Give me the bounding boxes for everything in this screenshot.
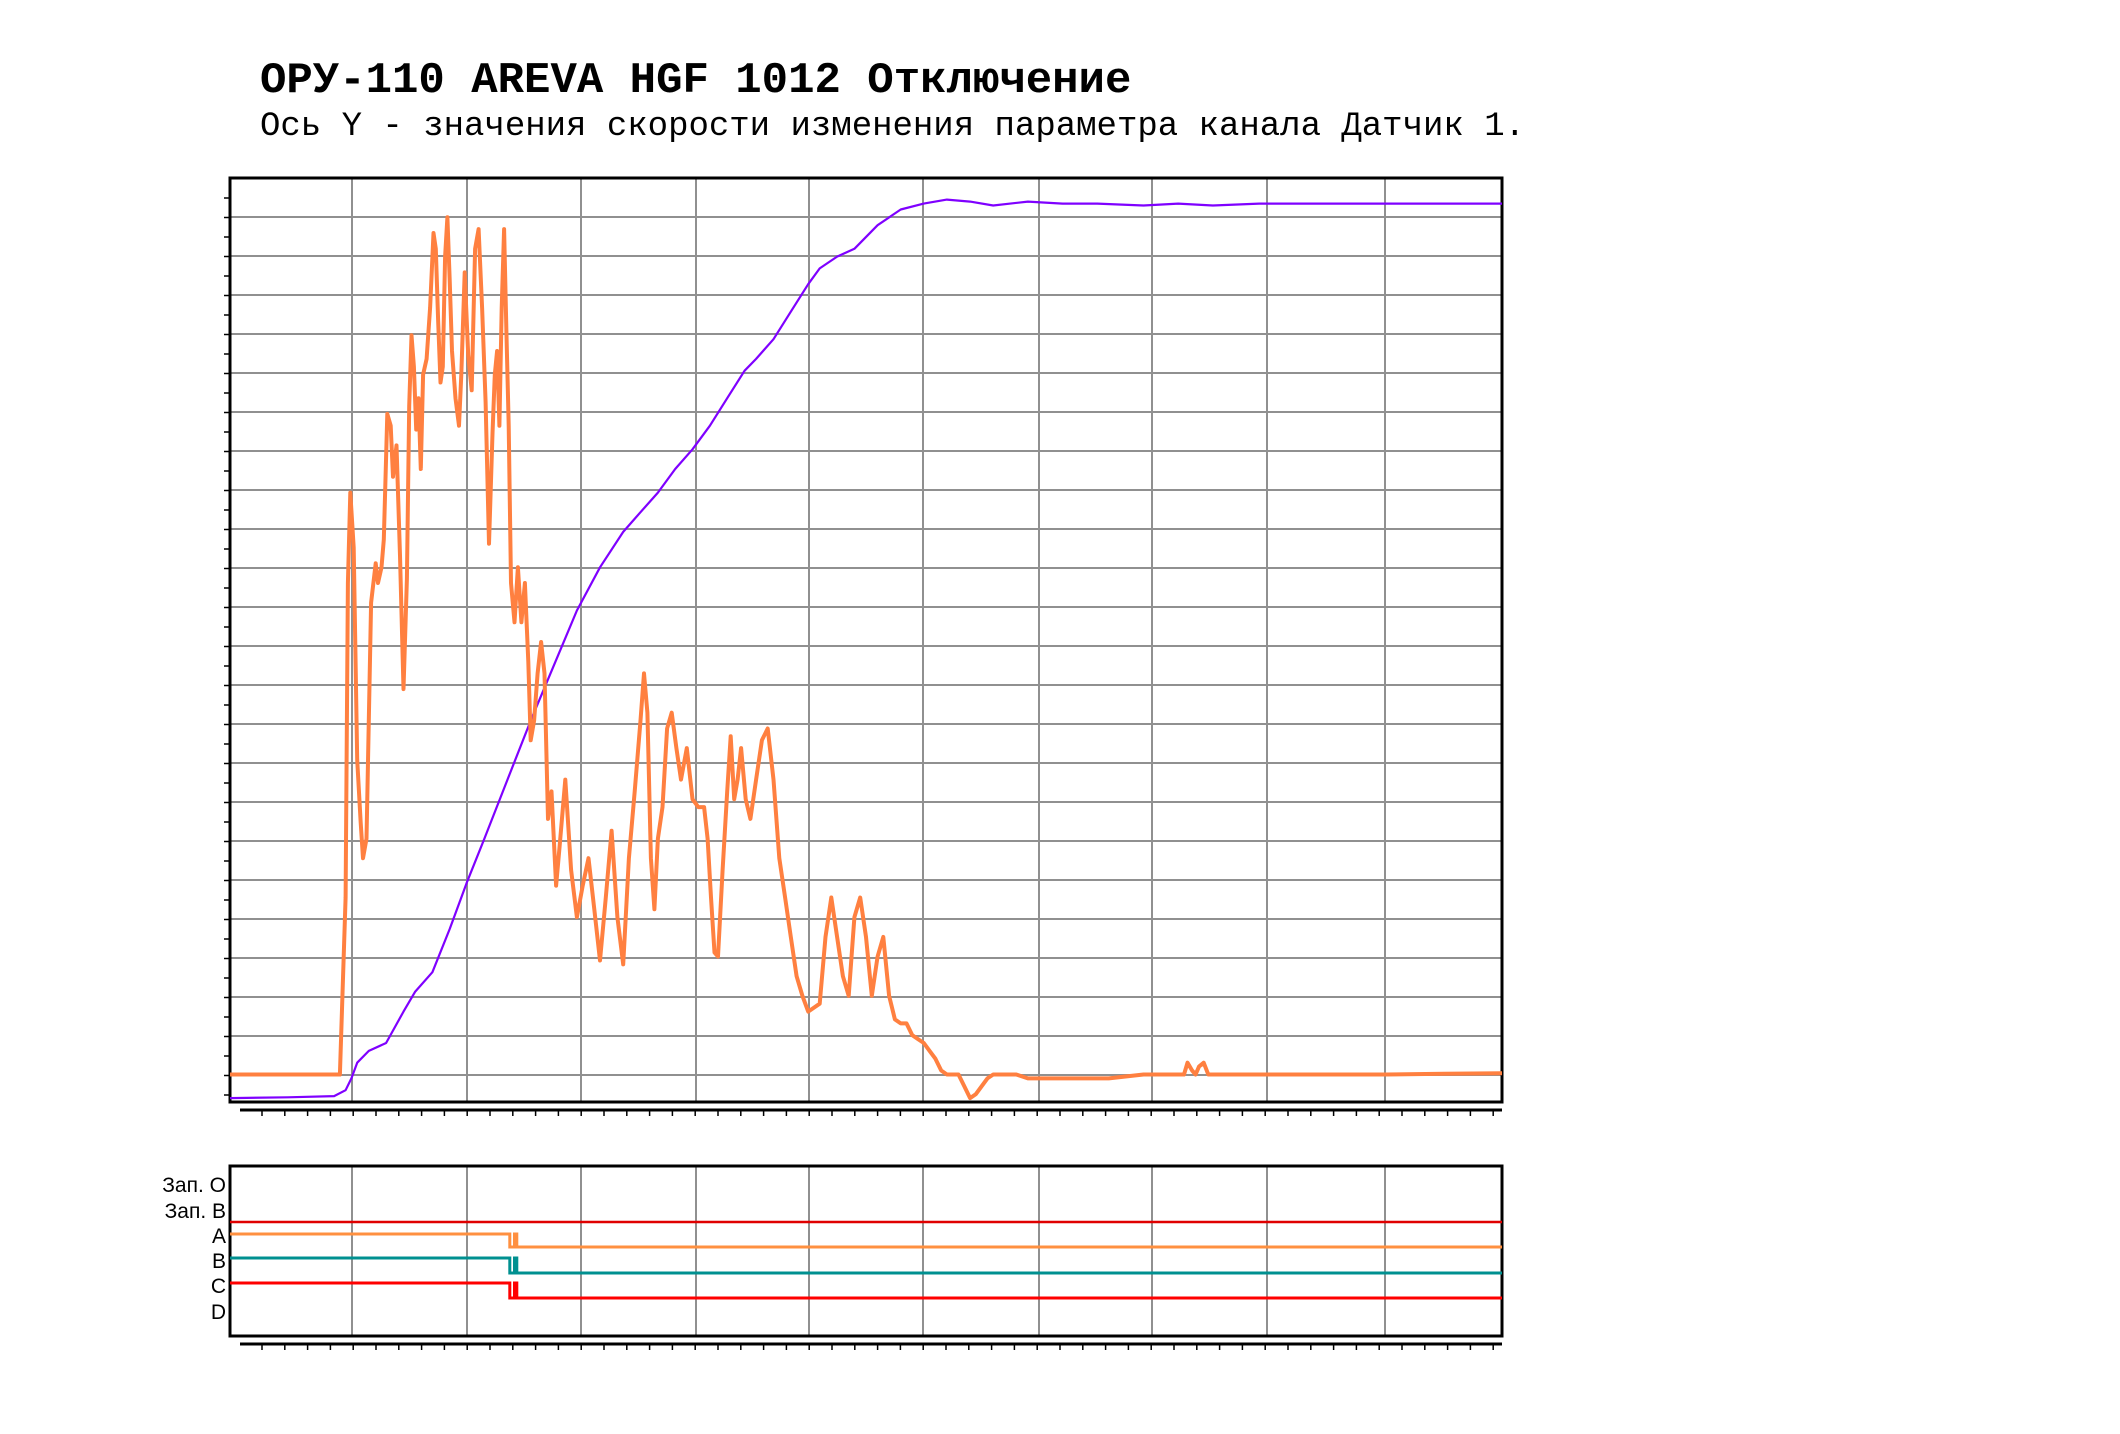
chart-title: ОРУ-110 AREVA HGF 1012 Отключение	[260, 56, 1132, 106]
channel-label: D	[211, 1301, 226, 1324]
digital-plot-frame	[228, 1164, 1504, 1338]
channel-label: A	[212, 1225, 226, 1248]
chart-subtitle: Ось Y - значения скорости изменения пара…	[260, 108, 1526, 146]
digital-trace-4	[230, 1281, 1502, 1300]
digital-trace-2	[230, 1232, 1502, 1249]
main-plot-frame	[228, 176, 1504, 1104]
main-plot	[224, 176, 1504, 1116]
channel-label: C	[211, 1275, 226, 1298]
channel-label: Зап. О	[162, 1174, 226, 1197]
digital-trace-3	[230, 1256, 1502, 1275]
series-line-1	[229, 198, 1502, 1100]
series-line-2	[230, 215, 1503, 1101]
channel-label: Зап. В	[165, 1200, 226, 1223]
channel-label: B	[212, 1250, 226, 1273]
